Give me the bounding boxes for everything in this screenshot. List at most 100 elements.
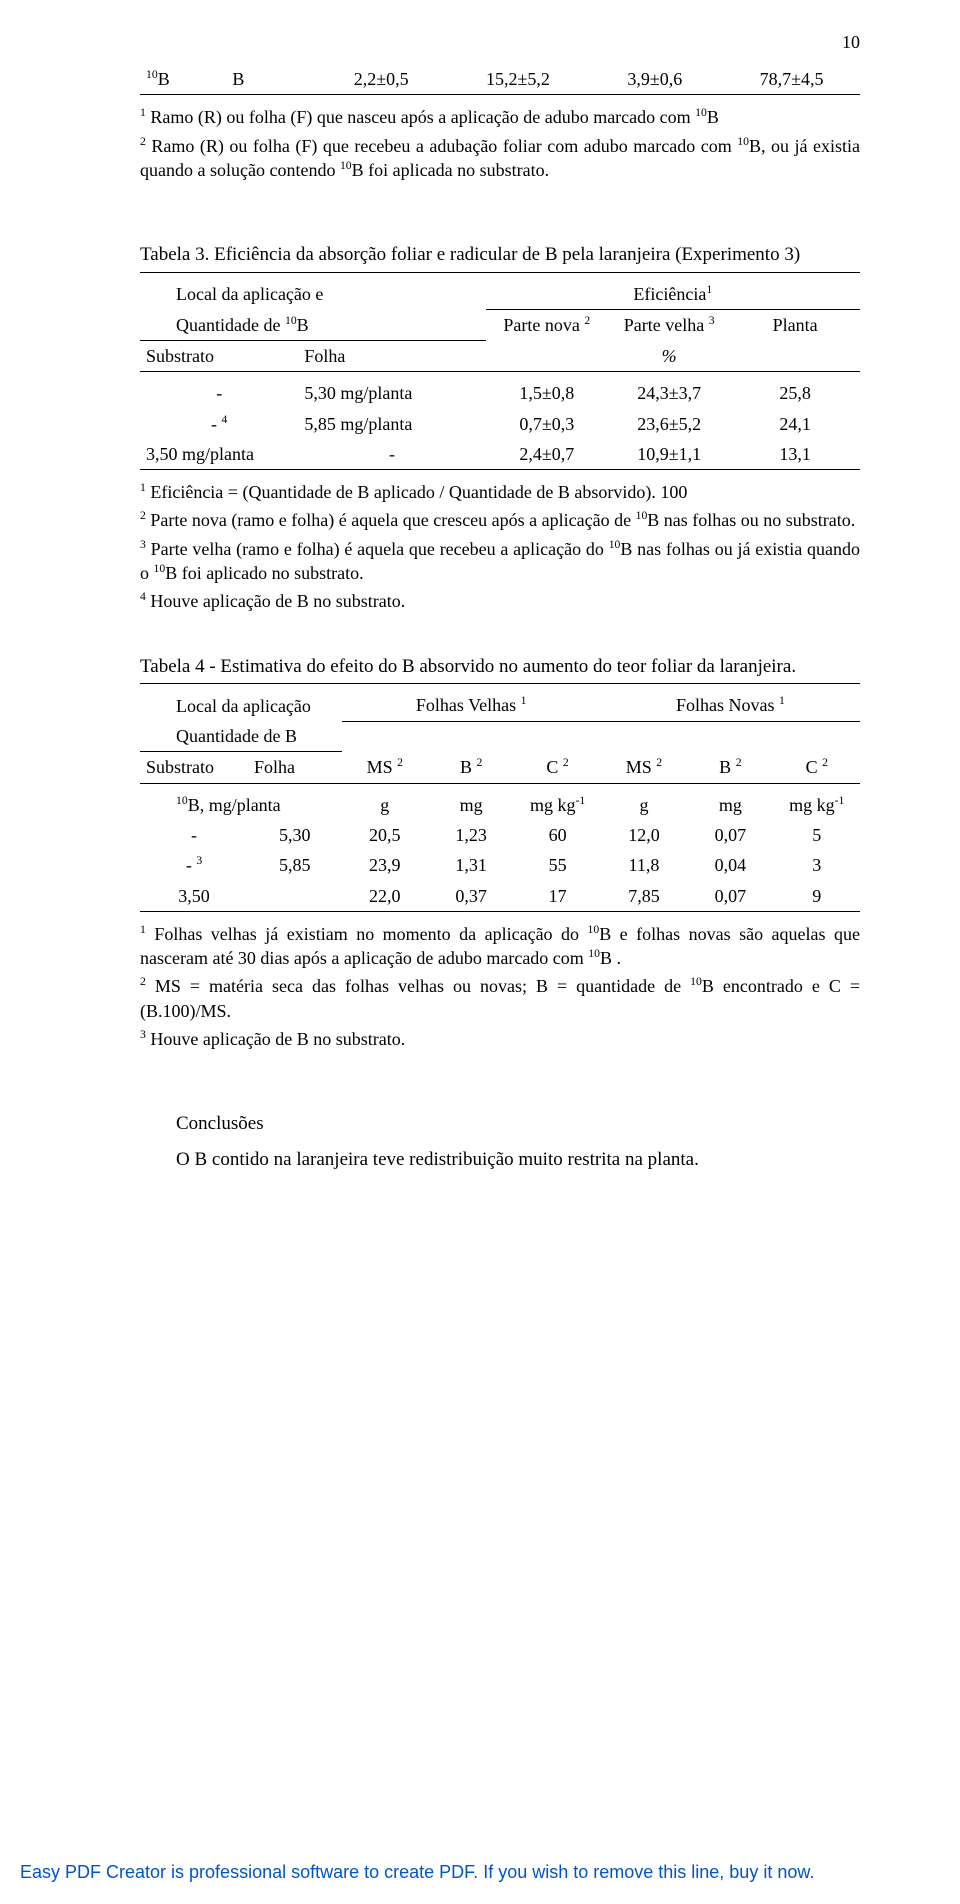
t3-cell: 24,3±3,7 — [608, 378, 730, 408]
table-row: 3,50 mg/planta - 2,4±0,7 10,9±1,1 13,1 — [140, 439, 860, 470]
t3-head: Parte velha 3 — [608, 310, 730, 341]
t4-cell: - 3 — [140, 850, 248, 880]
t3-head: % — [608, 340, 730, 371]
t1-footnote: 2 Ramo (R) ou folha (F) que recebeu a ad… — [140, 134, 860, 183]
t1-cell: 2,2±0,5 — [313, 64, 450, 95]
t4-cell — [248, 881, 342, 912]
t4-cell: - — [140, 820, 248, 850]
t4-unit: mg kg-1 — [514, 790, 600, 820]
t3-cell: 3,50 mg/planta — [140, 439, 298, 470]
watermark-link[interactable]: Easy PDF Creator is professional softwar… — [20, 1862, 473, 1882]
t4-cell: 1,23 — [428, 820, 514, 850]
t4-cell: 7,85 — [601, 881, 687, 912]
t4-cell: 3 — [774, 850, 860, 880]
t3-footnote: 3 Parte velha (ramo e folha) é aquela qu… — [140, 537, 860, 586]
t3-cell: 5,85 mg/planta — [298, 409, 485, 439]
t4-cell: 0,37 — [428, 881, 514, 912]
t4-cell: 5,30 — [248, 820, 342, 850]
t3-cell: 2,4±0,7 — [486, 439, 608, 470]
t4-unit: g — [342, 790, 428, 820]
t4-head: Quantidade de B — [140, 721, 342, 752]
t3-cell: 5,30 mg/planta — [298, 378, 485, 408]
t4-cell: 55 — [514, 850, 600, 880]
t4-head: MS 2 — [601, 752, 687, 783]
t4-cell: 12,0 — [601, 820, 687, 850]
watermark-buy-link[interactable]: buy it now — [729, 1862, 809, 1882]
t4-head: C 2 — [514, 752, 600, 783]
t4-unit: mg — [428, 790, 514, 820]
t3-head: Quantidade de 10B — [140, 310, 486, 341]
t3-cell: 13,1 — [730, 439, 860, 470]
t1-cell: 10B — [140, 64, 226, 95]
watermark-text: . — [809, 1862, 814, 1882]
t3-footnote: 4 Houve aplicação de B no substrato. — [140, 589, 860, 613]
t4-cell: 20,5 — [342, 820, 428, 850]
page-number: 10 — [842, 30, 860, 54]
t4-footnote: 1 Folhas velhas já existiam no momento d… — [140, 922, 860, 971]
t3-footnote: 1 Eficiência = (Quantidade de B aplicado… — [140, 480, 860, 504]
t4-head: Folhas Novas 1 — [601, 690, 860, 721]
t3-cell: - — [140, 378, 298, 408]
t4-cell: 0,07 — [687, 881, 773, 912]
t4-head: Folhas Velhas 1 — [342, 690, 601, 721]
table3-caption: Tabela 3. Eficiência da absorção foliar … — [140, 242, 860, 268]
t4-head: B 2 — [687, 752, 773, 783]
t4-cell: 23,9 — [342, 850, 428, 880]
t4-cell: 5,85 — [248, 850, 342, 880]
t4-cell: 0,04 — [687, 850, 773, 880]
pdf-watermark-banner: Easy PDF Creator is professional softwar… — [0, 1860, 960, 1884]
watermark-text: . If you wish to remove this line, — [473, 1862, 729, 1882]
t4-unit: 10B, mg/planta — [140, 790, 342, 820]
page-container: 10 10B B 2,2±0,5 15,2±5,2 3,9±0,6 78,7±4… — [0, 0, 960, 1904]
t4-cell: 1,31 — [428, 850, 514, 880]
t3-head: Eficiência1 — [486, 279, 860, 310]
t4-cell: 22,0 — [342, 881, 428, 912]
table-row: - 4 5,85 mg/planta 0,7±0,3 23,6±5,2 24,1 — [140, 409, 860, 439]
t4-head: MS 2 — [342, 752, 428, 783]
t4-cell: 0,07 — [687, 820, 773, 850]
t3-cell: 10,9±1,1 — [608, 439, 730, 470]
t3-head: Folha — [298, 340, 485, 371]
table3: Local da aplicação e Eficiência1 Quantid… — [140, 272, 860, 476]
t4-head: B 2 — [428, 752, 514, 783]
t1-cell: B — [226, 64, 312, 95]
t3-cell: 1,5±0,8 — [486, 378, 608, 408]
t3-head: Substrato — [140, 340, 298, 371]
t4-cell: 60 — [514, 820, 600, 850]
t4-head: Substrato — [140, 752, 248, 783]
t4-head: C 2 — [774, 752, 860, 783]
t4-cell: 9 — [774, 881, 860, 912]
table4-caption: Tabela 4 - Estimativa do efeito do B abs… — [140, 654, 860, 680]
t4-cell: 17 — [514, 881, 600, 912]
t4-unit: mg — [687, 790, 773, 820]
t3-cell: 25,8 — [730, 378, 860, 408]
t4-footnote: 3 Houve aplicação de B no substrato. — [140, 1027, 860, 1051]
table1-fragment: 10B B 2,2±0,5 15,2±5,2 3,9±0,6 78,7±4,5 — [140, 64, 860, 101]
t1-cell: 15,2±5,2 — [450, 64, 587, 95]
t3-cell: 24,1 — [730, 409, 860, 439]
table-row: - 5,30 mg/planta 1,5±0,8 24,3±3,7 25,8 — [140, 378, 860, 408]
table-row: - 5,30 20,5 1,23 60 12,0 0,07 5 — [140, 820, 860, 850]
table-row: - 3 5,85 23,9 1,31 55 11,8 0,04 3 — [140, 850, 860, 880]
t4-head: Folha — [248, 752, 342, 783]
t3-footnote: 2 Parte nova (ramo e folha) é aquela que… — [140, 508, 860, 532]
t3-head: Parte nova 2 — [486, 310, 608, 341]
t1-footnote: 1 Ramo (R) ou folha (F) que nasceu após … — [140, 105, 860, 129]
t3-cell: 0,7±0,3 — [486, 409, 608, 439]
t3-cell: - — [298, 439, 485, 470]
t4-unit: g — [601, 790, 687, 820]
t4-head: Local da aplicação — [140, 690, 342, 721]
t4-cell: 5 — [774, 820, 860, 850]
conclusions-text: O B contido na laranjeira teve redistrib… — [140, 1147, 860, 1173]
t1-cell: 78,7±4,5 — [723, 64, 860, 95]
t3-cell: 23,6±5,2 — [608, 409, 730, 439]
t4-unit: mg kg-1 — [774, 790, 860, 820]
conclusions-heading: Conclusões — [140, 1111, 860, 1137]
t4-cell: 3,50 — [140, 881, 248, 912]
t1-cell: 3,9±0,6 — [586, 64, 723, 95]
t3-head: Planta — [730, 310, 860, 341]
t4-footnote: 2 MS = matéria seca das folhas velhas ou… — [140, 974, 860, 1023]
t3-cell: - 4 — [140, 409, 298, 439]
t3-head: Local da aplicação e — [140, 279, 486, 310]
table-row: 3,50 22,0 0,37 17 7,85 0,07 9 — [140, 881, 860, 912]
